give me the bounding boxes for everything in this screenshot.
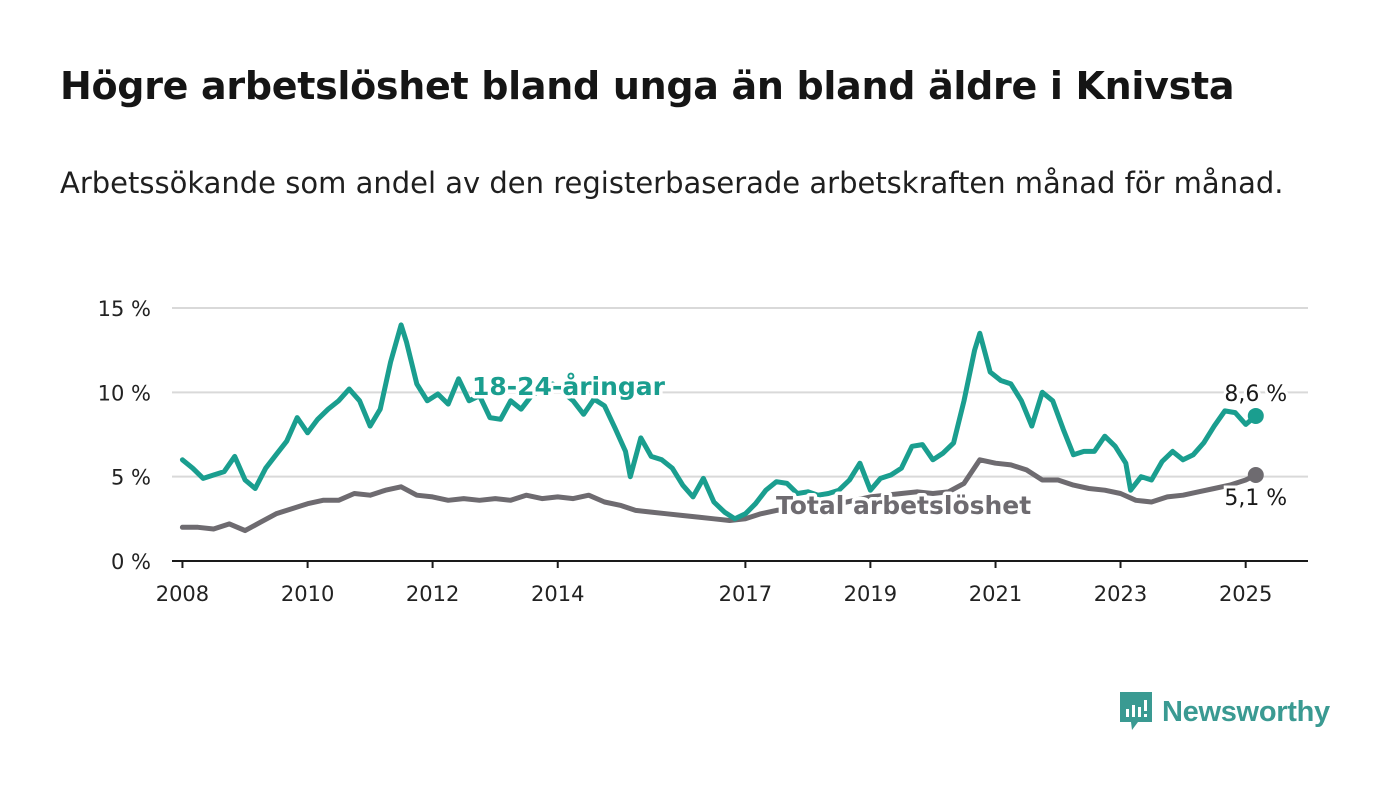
x-tick-label: 2023: [1094, 582, 1147, 606]
y-tick-label: 0 %: [111, 550, 151, 574]
chart-subtitle: Arbetssökande som andel av den registerb…: [60, 166, 1284, 200]
chart-title: Högre arbetslöshet bland unga än bland ä…: [60, 64, 1235, 108]
brand-name: Newsworthy: [1162, 695, 1330, 728]
x-tick-label: 2010: [281, 582, 334, 606]
x-tick-label: 2025: [1219, 582, 1272, 606]
series-18-24-endpoint: [1247, 407, 1264, 424]
x-tick-label: 2017: [719, 582, 772, 606]
series-label-18-24: 18-24-åringar: [472, 372, 666, 401]
x-tick-label: 2012: [406, 582, 459, 606]
series-label-total: Total arbetslöshet: [776, 491, 1031, 520]
brand: Newsworthy: [1118, 690, 1330, 734]
x-tick-label: 2014: [531, 582, 584, 606]
series-total-endpoint: [1247, 466, 1264, 483]
y-tick-label: 5 %: [111, 466, 151, 490]
y-tick-label: 15 %: [98, 297, 151, 321]
series-line-18-24: [179, 322, 1259, 522]
series-total-end-label: 5,1 %: [1224, 486, 1287, 511]
x-tick-label: 2021: [969, 582, 1022, 606]
x-tick-label: 2019: [844, 582, 897, 606]
y-tick-label: 10 %: [98, 381, 151, 405]
series-line-total: [179, 457, 1259, 534]
x-tick-label: 2008: [156, 582, 209, 606]
series-18-24-end-label: 8,6 %: [1224, 382, 1287, 407]
newsworthy-logo-icon: [1120, 692, 1152, 730]
